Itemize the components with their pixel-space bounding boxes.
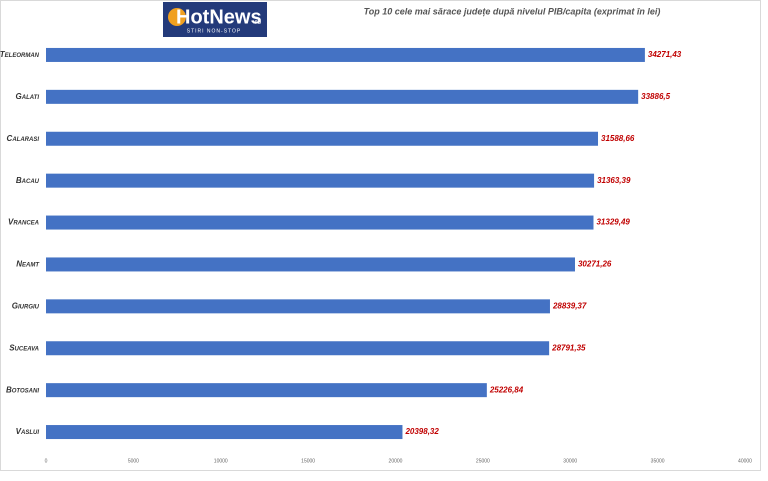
x-tick-label: 40000 [738, 458, 752, 464]
value-label: 28839,37 [552, 301, 587, 310]
x-tick-label: 5000 [128, 458, 139, 464]
bar [46, 383, 487, 398]
logo-suffix: .ro [253, 19, 261, 26]
x-tick-label: 20000 [389, 458, 403, 464]
y-tick-label: Teleorman [0, 50, 40, 59]
value-label: 31329,49 [596, 218, 630, 227]
bar [46, 89, 639, 104]
value-label: 33886,5 [641, 92, 670, 101]
bar [46, 173, 595, 188]
value-label: 34271,43 [648, 50, 682, 59]
value-label: 28791,35 [551, 343, 586, 352]
bar [46, 299, 550, 314]
y-tick-label: Galati [16, 92, 40, 101]
value-label: 20398,32 [404, 427, 439, 436]
x-tick-label: 0 [45, 458, 48, 464]
chart-border [0, 0, 761, 471]
logo-text: HotNews [176, 6, 262, 28]
bar [46, 425, 403, 440]
x-tick-label: 10000 [214, 458, 228, 464]
x-tick-label: 15000 [301, 458, 315, 464]
y-tick-label: Vaslui [16, 427, 40, 436]
bar [46, 215, 594, 230]
x-tick-label: 35000 [651, 458, 665, 464]
value-label: 31588,66 [601, 134, 635, 143]
y-tick-label: Calarasi [7, 134, 40, 143]
bar [46, 257, 575, 272]
bar [46, 131, 599, 146]
y-tick-label: Giurgiu [12, 301, 40, 310]
y-tick-label: Neamt [16, 260, 40, 269]
y-tick-label: Bacau [16, 176, 40, 185]
y-tick-label: Vrancea [8, 218, 39, 227]
bar [46, 47, 645, 62]
y-tick-label: Suceava [9, 343, 39, 352]
value-label: 30271,26 [578, 260, 612, 269]
x-tick-label: 30000 [563, 458, 577, 464]
logo-icon [168, 8, 186, 26]
y-tick-label: Botosani [6, 385, 39, 394]
bar [46, 341, 550, 356]
value-label: 31363,39 [597, 176, 631, 185]
logo-tagline: STIRI NON-STOP [187, 28, 241, 34]
value-label: 25226,84 [489, 385, 524, 394]
x-tick-label: 25000 [476, 458, 490, 464]
chart-title: Top 10 cele mai sărace județe după nivel… [364, 6, 661, 16]
